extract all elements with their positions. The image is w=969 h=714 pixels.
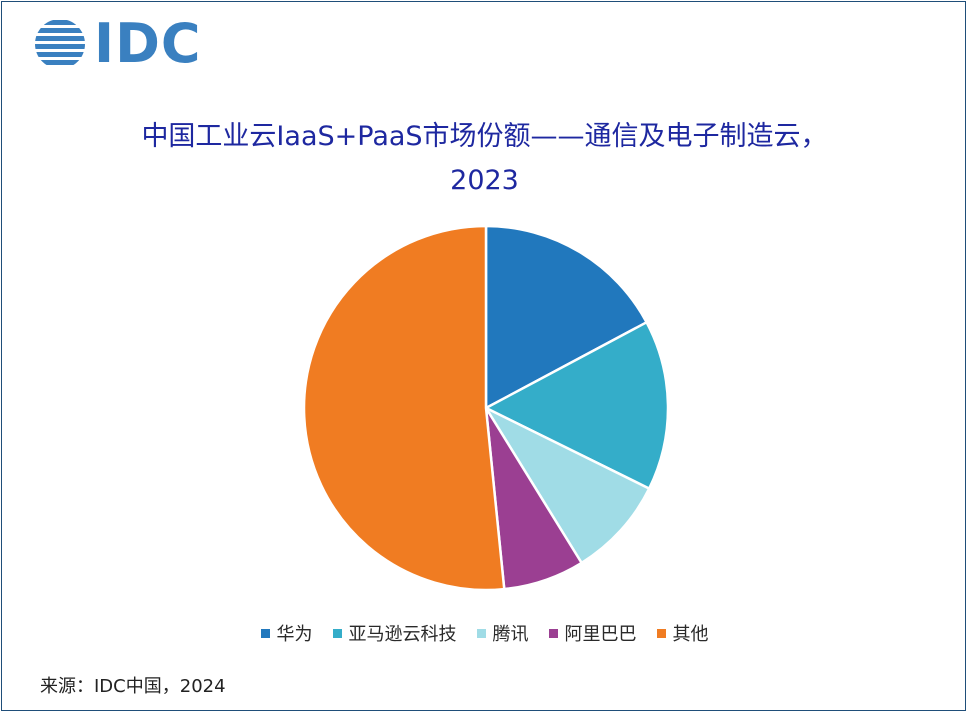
source-note: 来源：IDC中国，2024 — [40, 676, 226, 697]
logo-text: IDC — [94, 12, 202, 75]
pie-slice-2 — [484, 321, 670, 490]
pie-slice-5 — [302, 224, 506, 592]
legend-swatch — [476, 628, 486, 638]
legend-swatch — [332, 628, 342, 638]
legend-item: 腾讯 — [476, 620, 529, 646]
chart-title-line1: 中国工业云IaaS+PaaS市场份额——通信及电子制造云， — [141, 121, 828, 152]
legend-swatch — [548, 628, 558, 638]
legend-label: 华为 — [276, 624, 313, 645]
legend-item: 其他 — [656, 620, 709, 646]
pie-slice-1 — [484, 224, 648, 410]
legend-item: 阿里巴巴 — [548, 620, 637, 646]
globe-logo-icon — [35, 20, 85, 65]
legend-label: 腾讯 — [492, 624, 529, 645]
legend-label: 亚马逊云科技 — [348, 624, 457, 645]
legend-label: 其他 — [672, 624, 709, 645]
legend-swatch — [260, 628, 270, 638]
pie-slice-3 — [484, 406, 651, 565]
legend-label: 阿里巴巴 — [564, 624, 637, 645]
idc-logo: IDC — [34, 12, 202, 75]
legend-item: 华为 — [260, 620, 313, 646]
chart-title-line2: 2023 — [450, 165, 519, 196]
chart-legend: 华为 亚马逊云科技 腾讯 阿里巴巴 其他 — [0, 620, 969, 646]
chart-title: 中国工业云IaaS+PaaS市场份额——通信及电子制造云， 2023 — [0, 115, 969, 203]
legend-item: 亚马逊云科技 — [332, 620, 457, 646]
legend-swatch — [656, 628, 666, 638]
